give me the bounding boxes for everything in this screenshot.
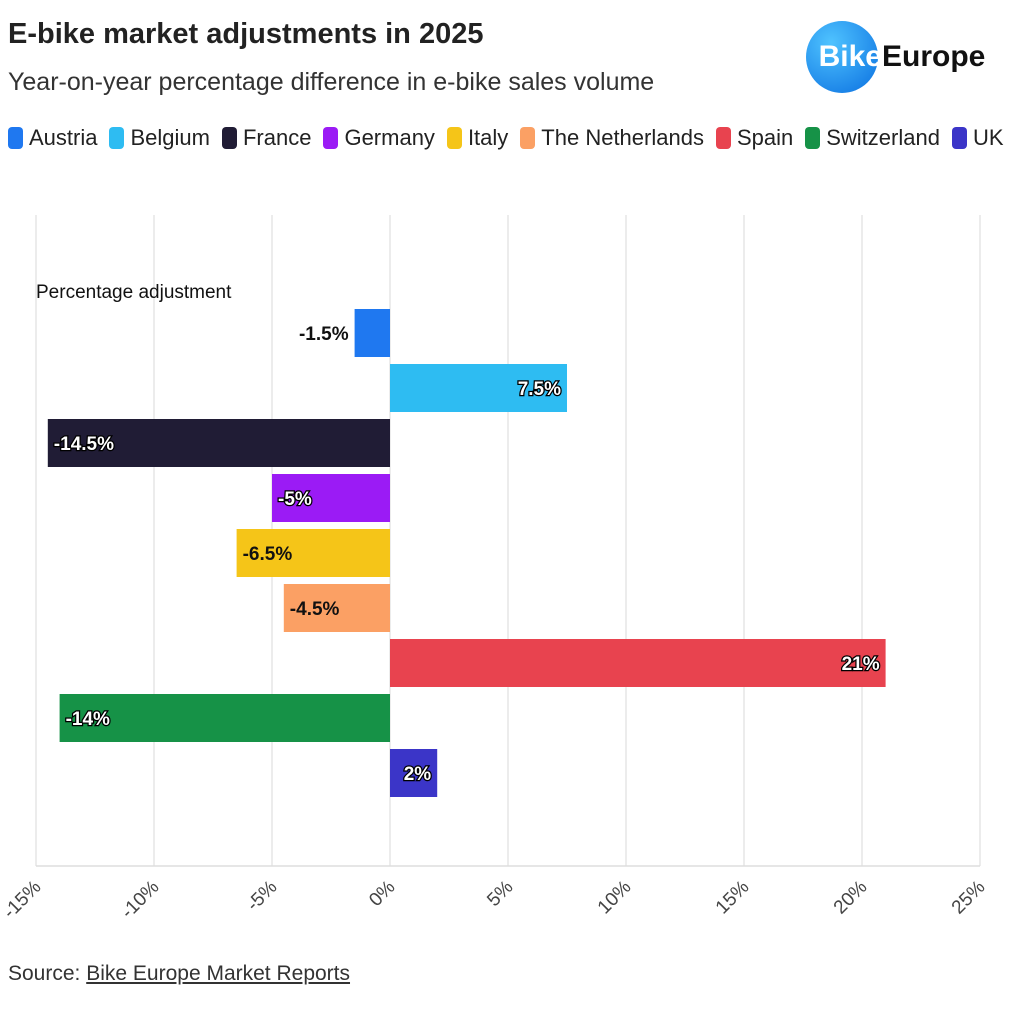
bar [390,749,438,797]
bar [47,419,391,467]
legend-label: The Netherlands [541,125,704,150]
bar [390,364,567,412]
legend-label: Germany [344,125,435,150]
bar [236,529,390,577]
legend-label: Austria [29,125,98,150]
legend-swatch [805,127,821,149]
source-link[interactable]: Bike Europe Market Reports [86,962,351,985]
x-tick-label: 10% [594,877,636,919]
legend-swatch [323,127,339,149]
value-label: -6.5% [243,544,293,565]
legend-swatch [951,127,967,149]
legend-swatch [109,127,125,149]
value-label: -4.5% [290,599,340,620]
value-label: -1.5% [299,324,349,345]
legend-item: Spain [715,125,794,150]
value-label: -14.5% [54,434,114,455]
x-tick-label: 15% [712,877,754,919]
x-tick-label: -5% [243,877,282,916]
x-tick-label: 20% [830,877,872,919]
legend-item: Germany [323,125,435,150]
legend-swatch [446,127,462,149]
x-tick-label: -10% [117,877,163,923]
logo-right: Europe [882,40,986,73]
source-label: Source: [8,962,81,985]
value-label: -5% [278,489,312,510]
legend-item: Austria [8,125,98,150]
legend: Austria Belgium France Germany Italy The Neth… [8,125,1008,150]
value-label: 2% [404,764,432,785]
x-tick-label: 5% [483,877,517,911]
legend-item: France [221,125,312,150]
legend-label: Belgium [130,125,210,150]
legend-item: The Netherlands [520,125,704,150]
legend-label: UK [972,125,1004,150]
x-tick-label: 25% [948,877,990,919]
bar [354,309,390,357]
legend-item: UK [951,125,1004,150]
legend-label: Spain [736,125,794,150]
source: Source: Bike Europe Market Reports [8,962,350,986]
legend-item: Italy [446,125,509,150]
logo: Bike Europe [806,21,986,93]
bar [390,639,886,687]
bar [283,584,390,632]
value-label: 7.5% [518,379,561,400]
chart: -15% -10% -5% 0% 5% 10% 15% 20% 25% Percentage ad… [0,215,990,923]
legend-swatch [520,127,536,149]
logo-circle: Bike [806,21,882,93]
legend-label: Switzerland [826,125,940,150]
legend-label: France [242,125,312,150]
chart-title: E-bike market adjustments in 2025 [8,18,484,50]
value-label: -14% [66,709,110,730]
axis-label: Percentage adjustment [36,282,232,303]
legend-label: Italy [467,125,509,150]
value-label: 21% [842,654,880,675]
chart-subtitle: Year-on-year percentage difference in e-… [8,68,655,96]
legend-swatch [8,127,23,149]
logo-left: Bike [818,40,882,73]
legend-swatch [221,127,237,149]
legend-item: Switzerland [805,125,940,150]
legend-item: Belgium [109,125,210,150]
x-tick-label: 0% [365,877,399,911]
legend-swatch [715,127,731,149]
bar [272,474,390,522]
bar [59,694,390,742]
x-tick-label: -15% [0,877,46,923]
